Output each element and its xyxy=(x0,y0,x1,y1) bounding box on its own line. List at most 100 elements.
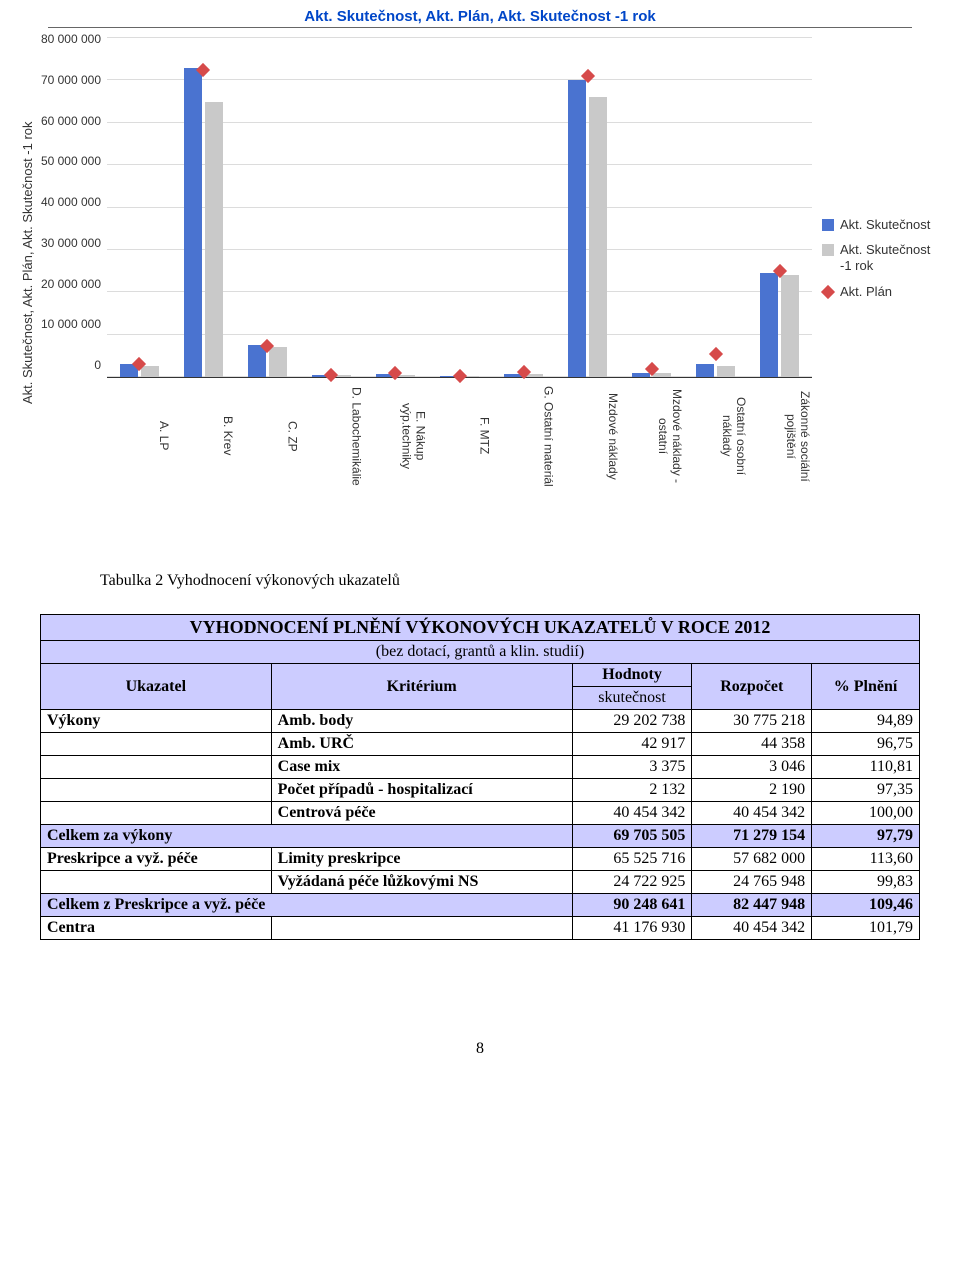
col-plneni: % Plnění xyxy=(812,664,920,710)
cell-value: 3 375 xyxy=(572,756,692,779)
cell-ukazatel: Výkony xyxy=(41,710,272,733)
col-rozpocet: Rozpočet xyxy=(692,664,812,710)
cell-ukazatel: Celkem za výkony xyxy=(41,825,573,848)
y-tick-label: 10 000 000 xyxy=(37,317,101,331)
cell-value: 42 917 xyxy=(572,733,692,756)
cell-value: 2 190 xyxy=(692,779,812,802)
y-tick-label: 60 000 000 xyxy=(37,114,101,128)
cell-ukazatel xyxy=(41,756,272,779)
table-row: VýkonyAmb. body29 202 73830 775 21894,89 xyxy=(41,710,920,733)
x-axis-ticks: A. LPB. KrevC. ZPD. LabochemikálieE. Nák… xyxy=(107,378,812,488)
x-tick-label: Mzdové náklady xyxy=(556,378,620,488)
legend-item-akt-plan: Akt. Plán xyxy=(822,284,938,300)
table-body: VýkonyAmb. body29 202 73830 775 21894,89… xyxy=(41,710,920,940)
table-caption: Tabulka 2 Vyhodnocení výkonových ukazate… xyxy=(100,572,960,590)
page: Akt. Skutečnost, Akt. Plán, Akt. Skutečn… xyxy=(0,0,960,1098)
bar-akt-skutecnost xyxy=(696,364,714,377)
cell-value: 44 358 xyxy=(692,733,812,756)
cell-value: 2 132 xyxy=(572,779,692,802)
col-skutecnost: skutečnost xyxy=(572,687,692,710)
x-tick-label: Zákonné sociální pojištění xyxy=(748,378,812,488)
cell-value: 100,00 xyxy=(812,802,920,825)
table-row: Celkem z Preskripce a vyž. péče90 248 64… xyxy=(41,894,920,917)
bar-akt-skutecnost-m1 xyxy=(717,366,735,377)
bar-akt-skutecnost xyxy=(184,68,202,377)
bar-akt-skutecnost-m1 xyxy=(589,97,607,377)
bar-group xyxy=(620,38,684,377)
cell-value: 65 525 716 xyxy=(572,848,692,871)
cell-value: 113,60 xyxy=(812,848,920,871)
bar-akt-skutecnost xyxy=(632,373,650,377)
table-row: Preskripce a vyž. péčeLimity preskripce6… xyxy=(41,848,920,871)
bar-group xyxy=(684,38,748,377)
bar-akt-skutecnost xyxy=(760,273,778,377)
cell-value: 29 202 738 xyxy=(572,710,692,733)
bar-group xyxy=(363,38,427,377)
y-tick-label: 80 000 000 xyxy=(37,32,101,46)
cell-value: 90 248 641 xyxy=(572,894,692,917)
plot-area xyxy=(107,38,812,378)
table-row: Vyžádaná péče lůžkovými NS24 722 92524 7… xyxy=(41,871,920,894)
col-hodnoty: Hodnoty xyxy=(572,664,692,687)
bar-group xyxy=(235,38,299,377)
cell-value: 110,81 xyxy=(812,756,920,779)
cell-value: 40 454 342 xyxy=(692,917,812,940)
col-kriterium: Kritérium xyxy=(271,664,572,710)
table-row: Počet případů - hospitalizací2 1322 1909… xyxy=(41,779,920,802)
bar-group xyxy=(556,38,620,377)
table-row: Case mix3 3753 046110,81 xyxy=(41,756,920,779)
bar-akt-skutecnost-m1 xyxy=(141,366,159,377)
cell-ukazatel: Preskripce a vyž. péče xyxy=(41,848,272,871)
cell-value: 109,46 xyxy=(812,894,920,917)
y-axis-label: Akt. Skutečnost, Akt. Plán, Akt. Skutečn… xyxy=(18,38,37,488)
cell-value: 41 176 930 xyxy=(572,917,692,940)
y-tick-label: 30 000 000 xyxy=(37,236,101,250)
cell-value: 69 705 505 xyxy=(572,825,692,848)
cell-value: 3 046 xyxy=(692,756,812,779)
x-tick-label: Ostatní osobní náklady xyxy=(684,378,748,488)
bar-akt-skutecnost-m1 xyxy=(269,347,287,377)
x-tick-label: G. Ostatní materiál xyxy=(492,378,556,488)
cell-kriterium: Case mix xyxy=(271,756,572,779)
plot-row: 80 000 00070 000 00060 000 00050 000 000… xyxy=(37,38,812,378)
bar-group xyxy=(299,38,363,377)
table-row: Centrová péče40 454 34240 454 342100,00 xyxy=(41,802,920,825)
square-icon xyxy=(822,244,834,256)
cell-value: 94,89 xyxy=(812,710,920,733)
y-tick-label: 50 000 000 xyxy=(37,154,101,168)
cell-value: 97,35 xyxy=(812,779,920,802)
cell-kriterium: Limity preskripce xyxy=(271,848,572,871)
x-tick-label: B. Krev xyxy=(171,378,235,488)
table-subtitle: (bez dotací, grantů a klin. studií) xyxy=(41,641,920,664)
legend: Akt. Skutečnost Akt. Skutečnost -1 rok A… xyxy=(812,38,942,488)
square-icon xyxy=(822,219,834,231)
y-tick-label: 0 xyxy=(37,358,101,372)
cell-ukazatel: Celkem z Preskripce a vyž. péče xyxy=(41,894,573,917)
bar-akt-skutecnost-m1 xyxy=(781,275,799,377)
chart-container: Akt. Skutečnost, Akt. Plán, Akt. Skutečn… xyxy=(0,0,960,492)
table-row: Amb. URČ42 91744 35896,75 xyxy=(41,733,920,756)
cell-value: 82 447 948 xyxy=(692,894,812,917)
cell-value: 30 775 218 xyxy=(692,710,812,733)
legend-label: Akt. Skutečnost xyxy=(840,217,930,233)
bar-akt-skutecnost-m1 xyxy=(653,373,671,377)
cell-kriterium: Amb. URČ xyxy=(271,733,572,756)
bar-group xyxy=(107,38,171,377)
x-tick-label: E. Nákup výp.techniky xyxy=(363,378,427,488)
marker-akt-plan xyxy=(709,347,723,361)
cell-value: 57 682 000 xyxy=(692,848,812,871)
x-tick-label: A. LP xyxy=(107,378,171,488)
cell-value: 24 765 948 xyxy=(692,871,812,894)
x-tick-label: Mzdové náklady - ostatní xyxy=(620,378,684,488)
x-tick-label: D. Labochemikálie xyxy=(299,378,363,488)
legend-item-akt-skutecnost-m1: Akt. Skutečnost -1 rok xyxy=(822,242,938,273)
cell-kriterium: Amb. body xyxy=(271,710,572,733)
y-axis-ticks: 80 000 00070 000 00060 000 00050 000 000… xyxy=(37,32,107,372)
bars-layer xyxy=(107,38,812,377)
table-row: Centra41 176 93040 454 342101,79 xyxy=(41,917,920,940)
table-title: VYHODNOCENÍ PLNĚNÍ VÝKONOVÝCH UKAZATELŮ … xyxy=(41,615,920,641)
cell-kriterium: Počet případů - hospitalizací xyxy=(271,779,572,802)
cell-value: 40 454 342 xyxy=(692,802,812,825)
bar-akt-skutecnost xyxy=(568,80,586,377)
bar-akt-skutecnost-m1 xyxy=(205,102,223,377)
